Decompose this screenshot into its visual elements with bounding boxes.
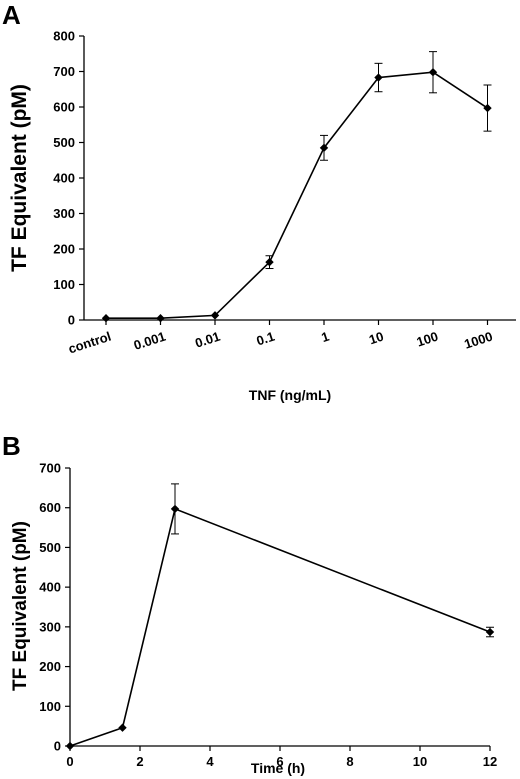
panel-b-y-tick-label: 100 (39, 699, 61, 714)
panel-a-data-point (374, 73, 383, 82)
panel-a-y-tick-label: 600 (53, 100, 75, 115)
panel-a-y-tick-label: 400 (53, 171, 75, 186)
panel-b-x-tick-label: 6 (276, 754, 283, 769)
panel-b-y-tick-label: 0 (54, 739, 61, 754)
panel-a-x-axis-title: TNF (ng/mL) (249, 387, 331, 403)
panel-a-series-line (106, 71, 488, 320)
panel-b-data-point (65, 741, 75, 751)
panel-a-y-tick-label: 0 (68, 313, 75, 328)
panel-b-y-axis-title: TF Equivalent (pM) (10, 521, 31, 691)
panel-b-data-point (485, 627, 495, 637)
panel-a-y-axis-title: TF Equivalent (pM) (8, 84, 31, 272)
panel-a-x-tick-label: control (66, 329, 113, 357)
panel-b-y-tick-label: 200 (39, 659, 61, 674)
panel-b-series-line (69, 507, 491, 747)
panel-a-data-point (483, 103, 492, 113)
panel-a-chart: A TF Equivalent (pM) TNF (ng/mL) 0 100 200… (2, 0, 516, 403)
panel-b-x-tick-label: 2 (136, 754, 143, 769)
panel-b-y-tick-label: 600 (39, 500, 61, 515)
panel-a-data-point (428, 68, 438, 77)
panel-b-letter: B (2, 431, 21, 461)
panel-a-y-tick-label: 200 (53, 242, 75, 257)
panel-b-y-tick-label: 300 (39, 619, 61, 634)
panel-a-letter: A (2, 0, 21, 30)
panel-a-x-tick-label: 1 (319, 329, 331, 346)
panel-a-x-tick-label: 0.1 (255, 329, 277, 349)
panel-a-data-point (319, 143, 329, 153)
panel-a-y-tick-label: 100 (53, 277, 75, 292)
panel-b-y-tick-label: 500 (39, 540, 61, 555)
panel-b-y-tick-label: 700 (39, 461, 61, 476)
panel-a-x-tick-label: 0.01 (193, 329, 222, 351)
panel-a-data-point (101, 314, 111, 323)
panel-a-y-tick-label: 500 (53, 135, 75, 150)
panel-a-x-tick-label: 10 (367, 329, 385, 348)
panel-b-data-point (170, 504, 180, 514)
panel-b-chart: B TF Equivalent (pM) Time (h) 0100200300… (2, 431, 497, 776)
panel-a-x-tick-label: 0.001 (132, 329, 168, 353)
panel-a-x-tick-label: 1000 (462, 329, 494, 352)
panel-b-x-tick-label: 12 (483, 754, 497, 769)
panel-b-data-point (118, 723, 127, 732)
panel-b-x-tick-label: 10 (413, 754, 427, 769)
panel-b-x-tick-label: 0 (66, 754, 73, 769)
panel-a-x-tick-label: 100 (415, 329, 440, 350)
panel-b-y-tick-label: 400 (39, 580, 61, 595)
panel-a-y-tick-label: 700 (53, 64, 75, 79)
panel-b-x-tick-label: 8 (346, 754, 353, 769)
panel-a-data-point (210, 311, 220, 320)
panel-a-data-point (156, 314, 165, 323)
panel-b-x-axis-title: Time (h) (251, 760, 305, 776)
panel-a-data-point (265, 257, 274, 267)
panel-a-y-tick-label: 300 (53, 206, 75, 221)
panel-b-x-tick-label: 4 (206, 754, 214, 769)
panel-a-y-tick-label: 800 (53, 29, 75, 44)
